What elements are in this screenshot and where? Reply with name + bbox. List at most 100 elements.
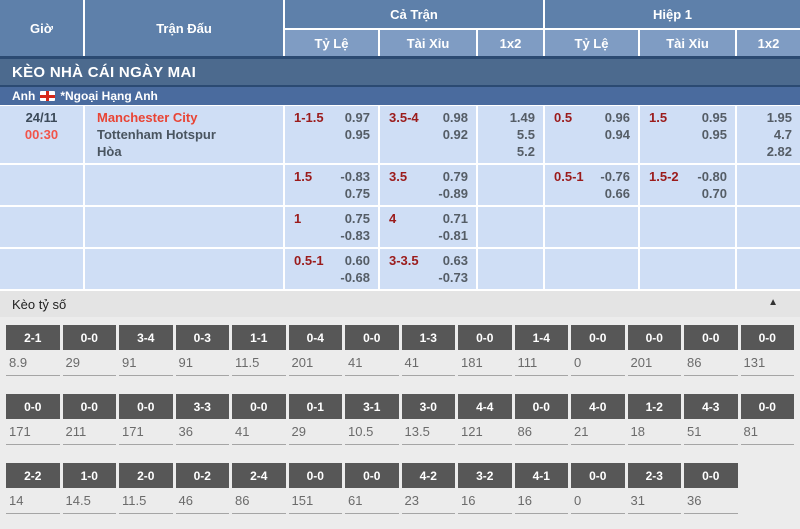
odds-value[interactable]: 5.5	[516, 127, 535, 142]
score-cell[interactable]: 0-3 91	[175, 325, 229, 376]
score-label: 1-1	[232, 325, 286, 350]
odds-value[interactable]: -0.68	[340, 270, 370, 285]
ft-overunder-cell[interactable]: 4 0.71 -0.81	[380, 207, 476, 247]
odds-value[interactable]: -0.83	[340, 228, 370, 243]
score-cell[interactable]: 1-4 111	[514, 325, 568, 376]
handicap-line: 0.5	[554, 110, 573, 125]
h1-handicap-cell[interactable]: 0.5-1 -0.76 0.66	[545, 165, 638, 205]
odds-value[interactable]: 0.97	[344, 110, 370, 125]
handicap-line: 0.5-1	[294, 253, 324, 268]
odds-value[interactable]: 0.75	[344, 211, 370, 226]
odds-value[interactable]: 0.60	[344, 253, 370, 268]
odds-value[interactable]: 0.96	[604, 110, 630, 125]
score-label: 0-0	[6, 394, 60, 419]
score-cell[interactable]: 0-0 201	[627, 325, 681, 376]
home-team-link[interactable]: Manchester City	[97, 110, 198, 125]
odds-value[interactable]: -0.83	[340, 169, 370, 184]
score-cell[interactable]: 0-1 29	[288, 394, 342, 445]
odds-value[interactable]: 0.94	[604, 127, 630, 142]
score-cell[interactable]: 0-0 181	[458, 325, 512, 376]
odds-value[interactable]: 0.70	[701, 186, 727, 201]
odds-value[interactable]: 1.49	[509, 110, 535, 125]
odds-value[interactable]: 0.71	[442, 211, 468, 226]
score-cell[interactable]: 0-0 0	[571, 325, 625, 376]
ft-overunder-cell[interactable]: 3.5-4 0.98 0.92	[380, 106, 476, 163]
score-cell[interactable]: 3-0 13.5	[401, 394, 455, 445]
odds-value[interactable]: -0.89	[438, 186, 468, 201]
score-cell[interactable]: 3-1 10.5	[345, 394, 399, 445]
score-cell[interactable]: 0-0 131	[740, 325, 794, 376]
h1-overunder-cell[interactable]: 1.5 0.95 0.95	[640, 106, 735, 163]
score-cell[interactable]: 0-0 29	[62, 325, 116, 376]
odds-value[interactable]: 0.66	[604, 186, 630, 201]
score-cell[interactable]: 0-0 41	[232, 394, 286, 445]
score-cell[interactable]: 0-0 211	[62, 394, 116, 445]
score-cell[interactable]: 4-1 16	[514, 463, 568, 514]
odds-value[interactable]: 0.75	[344, 186, 370, 201]
score-cell[interactable]: 0-0 81	[740, 394, 794, 445]
ft-overunder-cell[interactable]: 3.5 0.79 -0.89	[380, 165, 476, 205]
odds-value[interactable]: -0.76	[600, 169, 630, 184]
score-cell[interactable]: 0-0 61	[345, 463, 399, 514]
score-cell[interactable]: 2-4 86	[232, 463, 286, 514]
ft-handicap-cell[interactable]: 0.5-1 0.60 -0.68	[285, 249, 378, 289]
ft-handicap-cell[interactable]: 1 0.75 -0.83	[285, 207, 378, 247]
h1-overunder-cell[interactable]: 1.5-2 -0.80 0.70	[640, 165, 735, 205]
ft-1x2-cell[interactable]: 1.49 5.5 5.2	[478, 106, 543, 163]
score-cell[interactable]: 0-0 171	[119, 394, 173, 445]
h1-1x2-cell[interactable]: 1.95 4.7 2.82	[737, 106, 800, 163]
score-cell[interactable]: 0-4 201	[288, 325, 342, 376]
odds-value[interactable]: -0.73	[438, 270, 468, 285]
score-cell[interactable]: 3-2 16	[458, 463, 512, 514]
score-cell[interactable]: 0-0 36	[684, 463, 738, 514]
score-cell[interactable]: 2-0 11.5	[119, 463, 173, 514]
score-odds: 14.5	[62, 488, 116, 514]
ft-handicap-cell[interactable]: 1.5 -0.83 0.75	[285, 165, 378, 205]
odds-value[interactable]: -0.81	[438, 228, 468, 243]
odds-value[interactable]: 0.92	[442, 127, 468, 142]
score-cell[interactable]: 1-1 11.5	[232, 325, 286, 376]
score-cell[interactable]: 0-0 151	[288, 463, 342, 514]
score-label: 4-2	[401, 463, 455, 488]
odds-value[interactable]: 0.79	[442, 169, 468, 184]
odds-value[interactable]: 0.98	[442, 110, 468, 125]
score-cell[interactable]: 0-2 46	[175, 463, 229, 514]
score-cell[interactable]: 0-0 86	[684, 325, 738, 376]
odds-value[interactable]: 2.82	[766, 144, 792, 159]
odds-value[interactable]: 0.95	[344, 127, 370, 142]
odds-value[interactable]: 0.95	[701, 127, 727, 142]
odds-value[interactable]: 0.63	[442, 253, 468, 268]
score-cell[interactable]: 1-2 18	[627, 394, 681, 445]
score-cell[interactable]: 0-0 41	[345, 325, 399, 376]
score-cell[interactable]: 0-0 171	[6, 394, 60, 445]
odds-value[interactable]: 1.95	[766, 110, 792, 125]
score-label: 0-0	[232, 394, 286, 419]
score-cell[interactable]: 2-1 8.9	[6, 325, 60, 376]
score-cell[interactable]: 4-3 51	[684, 394, 738, 445]
score-cell[interactable]: 4-0 21	[571, 394, 625, 445]
h1-handicap-cell[interactable]: 0.5 0.96 0.94	[545, 106, 638, 163]
ft-handicap-cell[interactable]: 1-1.5 0.97 0.95	[285, 106, 378, 163]
h1-handicap-cell	[545, 207, 638, 247]
league-bar[interactable]: Anh *Ngoại Hạng Anh	[0, 87, 800, 105]
score-cell[interactable]: 2-2 14	[6, 463, 60, 514]
score-cell[interactable]: 3-3 36	[175, 394, 229, 445]
score-cell[interactable]: 1-3 41	[401, 325, 455, 376]
correct-score-header[interactable]: Kèo tỷ số ▲	[0, 291, 800, 317]
odds-value[interactable]: 5.2	[516, 144, 535, 159]
score-odds: 10.5	[345, 419, 399, 445]
score-cell[interactable]: 4-4 121	[458, 394, 512, 445]
score-cell[interactable]: 1-0 14.5	[62, 463, 116, 514]
score-cell[interactable]: 2-3 31	[627, 463, 681, 514]
odds-value[interactable]: -0.80	[697, 169, 727, 184]
chevron-up-icon[interactable]: ▲	[768, 297, 778, 308]
score-cell[interactable]: 4-2 23	[401, 463, 455, 514]
odds-value[interactable]: 4.7	[773, 127, 792, 142]
ft-overunder-cell[interactable]: 3-3.5 0.63 -0.73	[380, 249, 476, 289]
score-odds: 13.5	[401, 419, 455, 445]
score-cell[interactable]: 3-4 91	[119, 325, 173, 376]
away-team-link[interactable]: Tottenham Hotspur	[97, 127, 216, 142]
score-cell[interactable]: 0-0 0	[571, 463, 625, 514]
odds-value[interactable]: 0.95	[701, 110, 727, 125]
score-cell[interactable]: 0-0 86	[514, 394, 568, 445]
